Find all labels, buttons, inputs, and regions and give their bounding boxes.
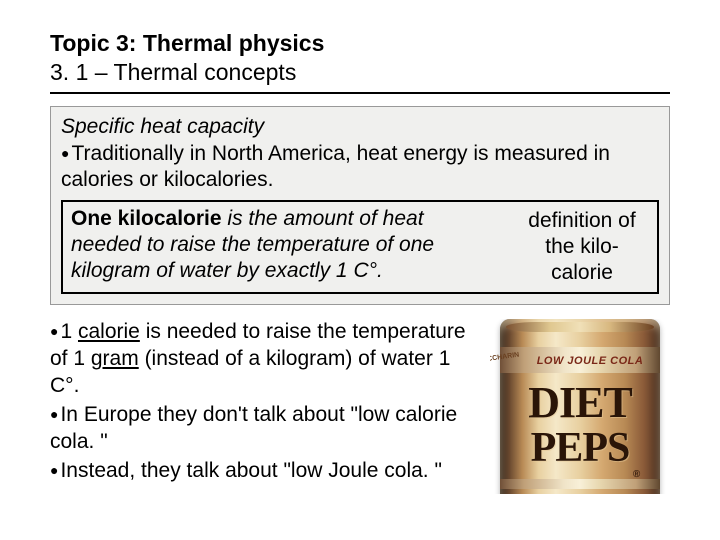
definition-text: One kilocalorie is the amount of heat ne… xyxy=(63,202,507,293)
europe-note-1: In Europe they don't talk about "low cal… xyxy=(50,402,476,456)
cola-can-image: NO SACCHARIN LOW JOULE COLA DIET PEPS ® xyxy=(490,319,670,494)
definition-label: definition of the kilo-calorie xyxy=(507,202,657,293)
definition-callout: One kilocalorie is the amount of heat ne… xyxy=(61,200,659,295)
calorie-underline: calorie xyxy=(78,320,140,343)
lower-text-block: 1 calorie is needed to raise the tempera… xyxy=(50,319,476,494)
calorie-note: 1 calorie is needed to raise the tempera… xyxy=(50,319,476,400)
slide-header: Topic 3: Thermal physics 3. 1 – Thermal … xyxy=(50,30,670,94)
topic-title: Topic 3: Thermal physics xyxy=(50,30,670,57)
can-body: NO SACCHARIN LOW JOULE COLA DIET PEPS ® xyxy=(500,319,660,494)
brand-label: PEPS xyxy=(500,427,660,469)
lower-content: 1 calorie is needed to raise the tempera… xyxy=(50,319,670,494)
definition-box: Specific heat capacity Traditionally in … xyxy=(50,106,670,305)
section-heading: Specific heat capacity xyxy=(61,115,659,139)
low-joule-label: LOW JOULE COLA xyxy=(510,355,670,367)
intro-paragraph: Traditionally in North America, heat ene… xyxy=(61,141,659,194)
diet-label: DIET xyxy=(500,381,660,425)
gram-underline: gram xyxy=(91,347,139,370)
can-lower-band xyxy=(500,479,660,489)
can-rim xyxy=(506,322,654,332)
europe-note-2: Instead, they talk about "low Joule cola… xyxy=(50,458,476,485)
registered-mark: ® xyxy=(630,469,644,480)
topic-subtitle: 3. 1 – Thermal concepts xyxy=(50,59,670,86)
definition-term: One kilocalorie xyxy=(71,207,222,230)
